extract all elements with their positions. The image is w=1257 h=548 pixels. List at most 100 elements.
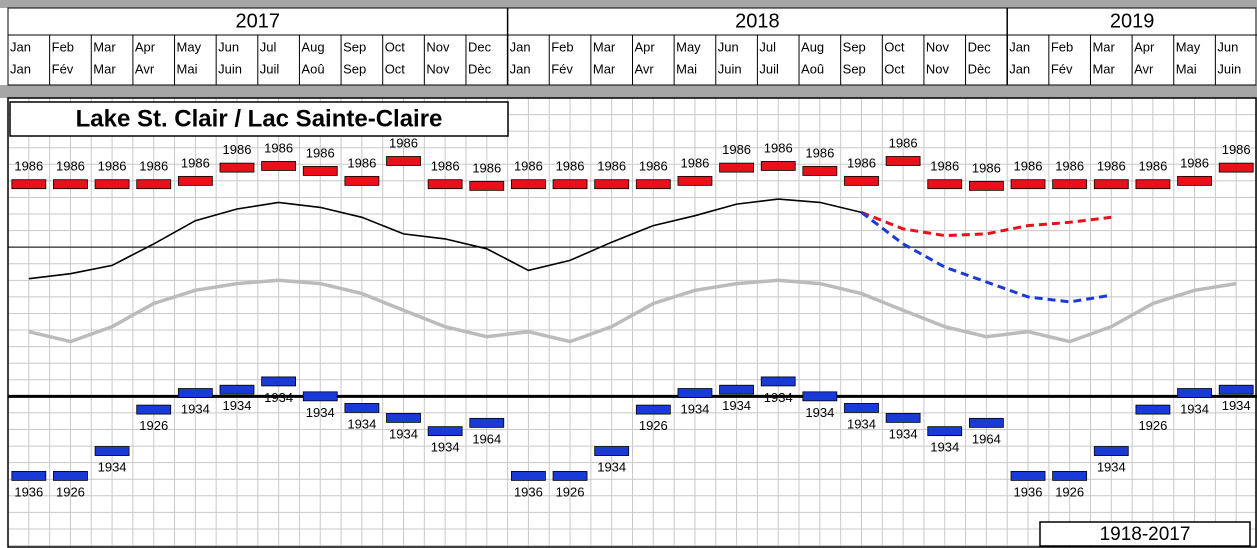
month-label: May <box>177 39 202 54</box>
month-label: Apr <box>135 39 156 54</box>
month-label: Sep <box>843 39 866 54</box>
month-label-fr: Oct <box>884 61 905 76</box>
record-high-year: 1986 <box>1097 159 1126 174</box>
month-label-fr: Juin <box>218 61 242 76</box>
month-label-fr: Mai <box>177 61 198 76</box>
record-low-bar <box>885 412 921 423</box>
record-low-bar <box>386 412 421 423</box>
top-band <box>0 0 1257 8</box>
record-low-year: 1936 <box>14 484 43 499</box>
record-high-bar <box>511 179 546 190</box>
record-low-year: 1934 <box>805 405 834 420</box>
record-high-bar <box>469 180 505 191</box>
record-low-bar <box>136 404 172 415</box>
record-low-bar <box>594 446 630 456</box>
record-low-year: 1934 <box>889 426 918 441</box>
month-label: Jul <box>759 39 776 54</box>
month-label-fr: Jan <box>1009 61 1030 76</box>
record-low-year: 1926 <box>56 484 85 499</box>
record-high-bar <box>677 175 713 186</box>
month-label: May <box>676 39 701 54</box>
record-high-year: 1986 <box>889 135 918 150</box>
record-low-bar <box>469 417 505 428</box>
record-high-bar <box>719 162 754 173</box>
record-low-year: 1934 <box>306 405 335 420</box>
record-low-bar <box>1093 446 1129 456</box>
record-low-year: 1926 <box>139 418 168 433</box>
record-high-bar <box>302 166 338 176</box>
record-low-bar <box>219 384 255 395</box>
record-high-bar <box>594 179 630 190</box>
month-label: Dec <box>468 39 492 54</box>
record-high-year: 1986 <box>98 159 127 174</box>
record-low-bar <box>635 404 671 415</box>
month-label-fr: Mar <box>593 61 616 76</box>
record-low-bar <box>719 384 754 395</box>
month-label-fr: Avr <box>1134 61 1154 76</box>
month-label-fr: Juin <box>1217 61 1241 76</box>
record-low-year: 1934 <box>1222 398 1251 413</box>
record-high-year: 1986 <box>639 159 668 174</box>
marks: 1986 1986 1986 1986 1986 1986 1986 1986 1986 1986… <box>11 135 1254 499</box>
record-high-bar <box>53 179 88 190</box>
record-high-bar <box>177 175 213 186</box>
month-label-fr: Jan <box>510 61 531 76</box>
record-high-year: 1986 <box>306 145 335 160</box>
record-low-bar <box>177 388 213 398</box>
record-high-year: 1986 <box>347 155 376 170</box>
month-label-fr: Sep <box>343 61 366 76</box>
record-low-bar <box>802 391 838 402</box>
plot-frame <box>7 97 1257 548</box>
record-high-year: 1986 <box>14 159 43 174</box>
record-low-year: 1934 <box>764 390 793 405</box>
record-low-bar <box>261 376 297 387</box>
month-label-fr: Nov <box>426 61 450 76</box>
month-label: Mar <box>593 39 616 54</box>
record-high-year: 1986 <box>805 145 834 160</box>
record-high-bar <box>927 179 963 190</box>
record-high-bar <box>1052 179 1088 190</box>
month-label: Jul <box>260 39 277 54</box>
record-high-year: 1986 <box>1180 155 1209 170</box>
record-low-bar <box>53 471 88 481</box>
period-label: 1918-2017 <box>1100 524 1191 545</box>
month-label-fr: Dèc <box>468 61 492 76</box>
record-high-bar <box>552 179 588 190</box>
record-low-bar <box>1218 384 1254 395</box>
record-high-bar <box>11 179 47 190</box>
record-low-year: 1964 <box>472 431 501 446</box>
record-high-year: 1986 <box>597 159 626 174</box>
record-low-year: 1934 <box>431 440 460 455</box>
record-high-bar <box>1135 179 1171 190</box>
record-high-year: 1986 <box>1055 159 1084 174</box>
record-high-year: 1986 <box>264 140 293 155</box>
month-label: Nov <box>426 39 450 54</box>
record-high-year: 1986 <box>680 155 709 170</box>
record-low-year: 1934 <box>847 416 876 431</box>
grid <box>7 97 1257 548</box>
record-high-bar <box>760 161 796 171</box>
series-line <box>860 211 1112 238</box>
record-high-year: 1986 <box>972 160 1001 175</box>
record-high-bar <box>1218 162 1254 173</box>
record-low-year: 1934 <box>264 390 293 405</box>
month-label-fr: Juil <box>260 61 280 76</box>
record-low-year: 1934 <box>181 401 210 416</box>
month-label: Nov <box>926 39 950 54</box>
record-high-year: 1986 <box>1222 142 1251 157</box>
record-high-bar <box>219 162 255 173</box>
chart-title: Lake St. Clair / Lac Sainte-Claire <box>76 105 443 132</box>
record-high-bar <box>427 179 463 190</box>
month-label: Aug <box>801 39 824 54</box>
record-low-bar <box>11 471 47 481</box>
record-low-year: 1934 <box>1180 401 1209 416</box>
record-low-year: 1934 <box>389 426 418 441</box>
month-label: Jun <box>218 39 239 54</box>
month-label-fr: Avr <box>635 61 655 76</box>
month-label: Sep <box>343 39 366 54</box>
record-high-year: 1986 <box>181 155 210 170</box>
record-low-year: 1926 <box>639 418 668 433</box>
month-label: Dec <box>968 39 992 54</box>
